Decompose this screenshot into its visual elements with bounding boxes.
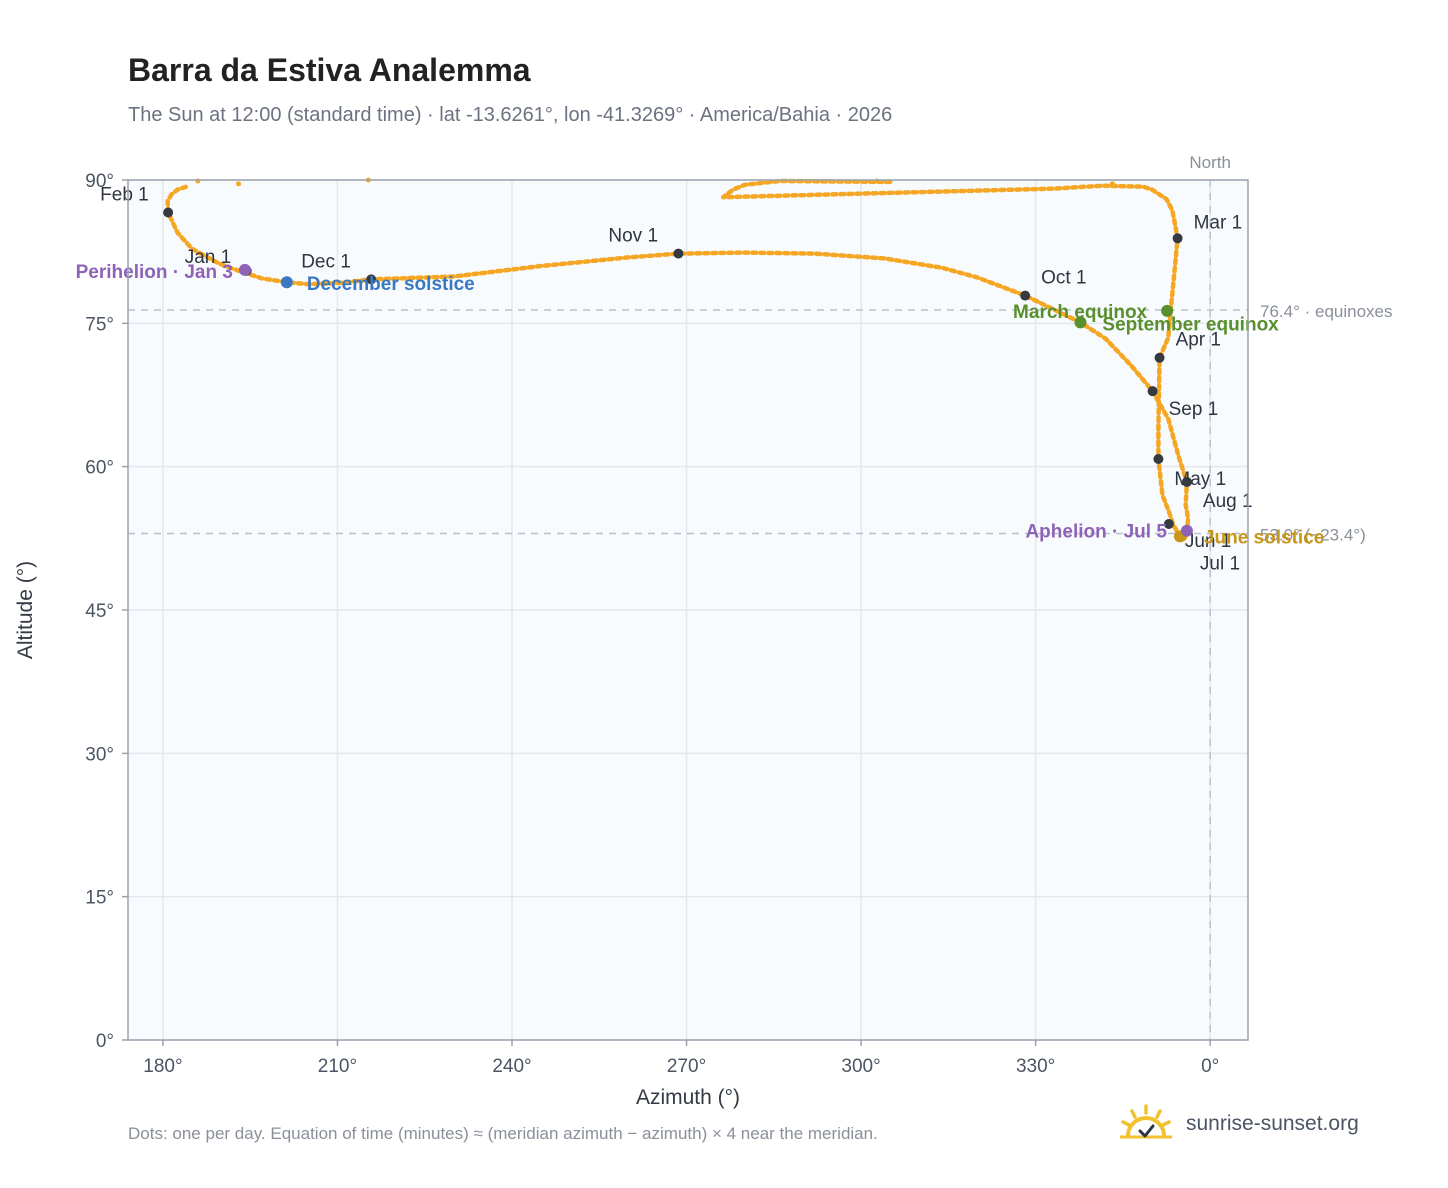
month-label: Feb 1 [100, 184, 149, 205]
event-marker [238, 263, 251, 276]
y-tick-label: 45° [85, 601, 114, 622]
event-label: Aphelion · Jul 5 [1025, 522, 1167, 543]
y-tick-label: 15° [85, 888, 114, 909]
month-label: Jan 1 [185, 247, 231, 268]
month-label: Apr 1 [1176, 330, 1221, 351]
reference-lines: 76.4° · equinoxes 53.0° (−23.4°) North [128, 153, 1393, 1040]
x-tick-label: 240° [492, 1056, 531, 1077]
event-label: September equinox [1102, 314, 1279, 335]
x-tick-label: 300° [841, 1056, 880, 1077]
month-marker [163, 207, 174, 218]
event-label: June solstice [1204, 527, 1324, 548]
month-marker [1154, 352, 1165, 363]
chart-subtitle: The Sun at 12:00 (standard time) · lat -… [128, 104, 893, 126]
month-marker [673, 248, 684, 259]
event-label: Perihelion · Jan 3 [76, 262, 233, 283]
event-marker [1074, 316, 1087, 329]
y-tick-label: 30° [85, 744, 114, 765]
month-label: Dec 1 [301, 251, 351, 272]
x-tick-label: 0° [1201, 1056, 1219, 1077]
reference-line-label: 76.4° · equinoxes [1260, 302, 1393, 321]
event-label: December solstice [307, 274, 475, 295]
analemma-dotted-path [165, 178, 1191, 542]
month-label: Nov 1 [608, 226, 658, 247]
month-marker [1163, 519, 1174, 529]
sun-logo-icon [1120, 1104, 1172, 1139]
month-label: Jul 1 [1200, 553, 1240, 574]
y-tick-label: 75° [85, 314, 114, 335]
event-marker [1180, 524, 1193, 537]
y-axis-title: Altitude (°) [14, 561, 37, 659]
daily-dot [236, 181, 242, 187]
axes: 180° 210° 240° 270° 300° 330° 0° 0° 15° 30° 45° 60°… [14, 171, 1219, 1109]
month-marker [366, 274, 377, 285]
month-label: Jun 1 [1185, 531, 1231, 552]
month-label: May 1 [1174, 469, 1226, 490]
month-label: Sep 1 [1169, 399, 1219, 420]
footnote: Dots: one per day. Equation of time (min… [128, 1124, 878, 1143]
brand-text: sunrise-sunset.org [1186, 1112, 1359, 1135]
x-tick-label: 270° [667, 1056, 706, 1077]
event-marker [1161, 304, 1174, 317]
event-markers: Perihelion · Jan 3 December solstice March… [76, 262, 1325, 549]
daily-dot [195, 178, 201, 184]
reference-line-label: 53.0° (−23.4°) [1260, 526, 1366, 545]
month-marker [1147, 386, 1158, 397]
month-marker [1181, 476, 1192, 487]
event-marker [280, 276, 293, 289]
x-tick-label: 180° [143, 1056, 182, 1077]
event-label: March equinox [1013, 302, 1148, 323]
x-axis-title: Azimuth (°) [636, 1086, 740, 1109]
daily-dot [874, 178, 880, 184]
month-label: Aug 1 [1203, 491, 1253, 512]
month-marker [1153, 454, 1164, 465]
chart-title: Barra da Estiva Analemma [128, 52, 531, 88]
month-marker [1172, 233, 1183, 244]
month-marker [1020, 290, 1031, 301]
month-label: Mar 1 [1194, 212, 1243, 233]
brand-logo: sunrise-sunset.org [1120, 1100, 1359, 1148]
north-label: North [1189, 153, 1231, 172]
x-tick-label: 330° [1016, 1056, 1055, 1077]
x-tick-label: 210° [318, 1056, 357, 1077]
daily-dot [1109, 181, 1115, 187]
month-label: Oct 1 [1041, 268, 1086, 289]
y-tick-label: 60° [85, 458, 114, 479]
y-tick-label: 0° [96, 1031, 114, 1052]
y-tick-label: 90° [85, 171, 114, 192]
